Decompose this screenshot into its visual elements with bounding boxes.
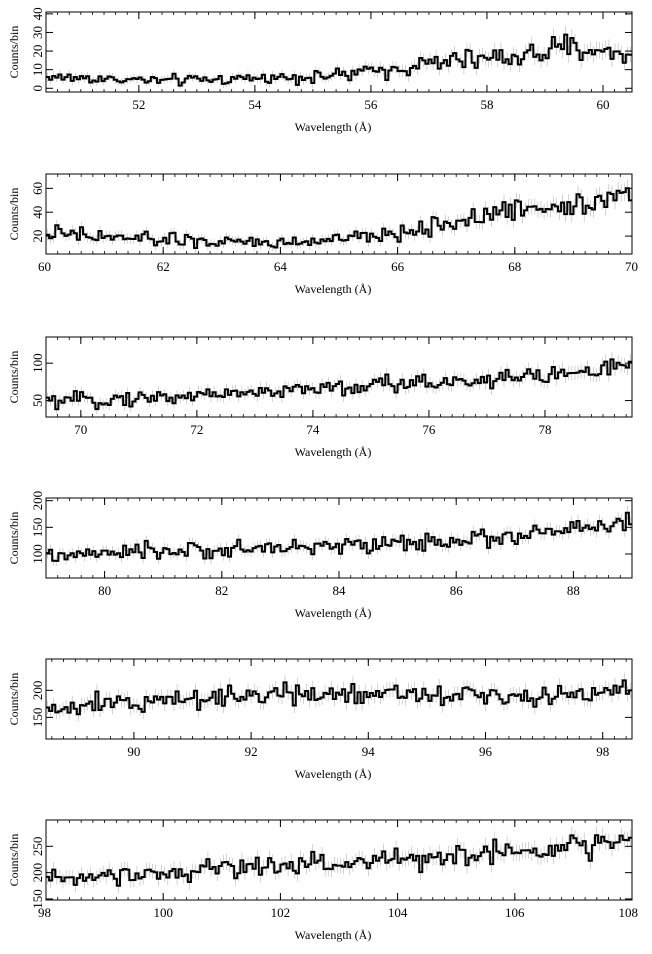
spectrum-panel-3: 70 72 74 76 78 50 100 Counts/bin Wavelength (Å) — [7, 336, 633, 459]
x-tick-label: 108 — [619, 905, 639, 920]
y-tick-label: 30 — [30, 26, 45, 39]
y-axis-label: Counts/bin — [7, 26, 21, 79]
x-tick-label: 74 — [306, 422, 320, 437]
spectrum-line — [46, 33, 632, 87]
y-tick-label: 150 — [30, 708, 45, 728]
y-axis-label: Counts/bin — [7, 351, 21, 404]
y-tick-label: 50 — [30, 394, 45, 407]
x-tick-label: 54 — [248, 97, 262, 112]
plot-frame — [45, 11, 633, 93]
x-axis-label: Wavelength (Å) — [295, 282, 372, 296]
x-axis-label: Wavelength (Å) — [295, 120, 372, 134]
plot-frame — [45, 336, 633, 418]
spectrum-data — [46, 826, 632, 894]
spectrum-data — [46, 672, 632, 722]
y-tick-label: 20 — [30, 45, 45, 58]
spectrum-line — [46, 511, 632, 562]
plot-frame — [45, 658, 633, 740]
y-axis-label: Counts/bin — [7, 673, 21, 726]
x-tick-label: 62 — [157, 259, 170, 274]
x-axis-label: Wavelength (Å) — [295, 928, 372, 942]
x-tick-label: 92 — [245, 744, 258, 759]
y-tick-label: 20 — [30, 230, 45, 243]
x-axis-label: Wavelength (Å) — [295, 767, 372, 781]
x-tick-label: 82 — [215, 583, 228, 598]
x-tick-label: 78 — [538, 422, 551, 437]
x-tick-label: 98 — [38, 905, 51, 920]
spectrum-line — [46, 834, 632, 887]
x-tick-label: 102 — [271, 905, 291, 920]
y-tick-label: 0 — [30, 85, 45, 92]
spectrum-data — [46, 179, 632, 253]
x-tick-label: 98 — [596, 744, 609, 759]
x-tick-label: 90 — [127, 744, 140, 759]
x-tick-label: 60 — [38, 259, 51, 274]
x-tick-label: 84 — [333, 583, 347, 598]
y-tick-label: 60 — [30, 182, 45, 195]
y-tick-label: 200 — [30, 491, 45, 511]
x-tick-label: 70 — [74, 422, 87, 437]
spectrum-data — [46, 506, 632, 567]
y-tick-label: 250 — [30, 837, 45, 857]
x-tick-label: 104 — [388, 905, 408, 920]
spectrum-line — [46, 679, 632, 716]
spectrum-panel-2: 60 62 64 66 68 70 20 40 60 Counts/bin Wavelength (… — [7, 173, 638, 296]
x-axis-label: Wavelength (Å) — [295, 606, 372, 620]
spectrum-line — [46, 187, 632, 249]
x-tick-label: 94 — [362, 744, 376, 759]
x-tick-label: 80 — [98, 583, 111, 598]
x-tick-label: 100 — [153, 905, 173, 920]
y-tick-label: 40 — [30, 7, 45, 20]
spectrum-data — [46, 352, 632, 415]
x-tick-label: 76 — [422, 422, 436, 437]
x-tick-label: 72 — [190, 422, 203, 437]
x-tick-label: 88 — [567, 583, 580, 598]
x-tick-label: 60 — [596, 97, 609, 112]
spectrum-panel-4: 80 82 84 86 88 100 150 200 Counts/bin Wavelength … — [7, 491, 633, 620]
spectrum-panel-5: 90 92 94 96 98 150 200 Counts/bin Wavelength (Å) — [7, 658, 633, 781]
x-tick-label: 96 — [479, 744, 493, 759]
y-axis-label: Counts/bin — [7, 834, 21, 887]
y-tick-label: 150 — [30, 518, 45, 538]
y-axis-label: Counts/bin — [7, 512, 21, 565]
spectrum-line — [46, 358, 632, 411]
y-tick-label: 100 — [30, 544, 45, 564]
y-tick-label: 100 — [30, 353, 45, 373]
x-tick-label: 64 — [274, 259, 288, 274]
x-tick-label: 58 — [480, 97, 493, 112]
spectrum-panel-6: 98 100 102 104 106 108 150 200 250 Counts/bin Wave… — [7, 819, 639, 942]
x-tick-label: 52 — [132, 97, 145, 112]
y-axis-label: Counts/bin — [7, 188, 21, 241]
y-tick-label: 150 — [30, 889, 45, 909]
y-tick-label: 10 — [30, 63, 45, 76]
spectrum-data — [46, 26, 632, 90]
x-tick-label: 66 — [391, 259, 405, 274]
x-tick-label: 86 — [450, 583, 464, 598]
x-tick-label: 106 — [505, 905, 525, 920]
spectrum-panel-1: 52 54 56 58 60 0 10 20 30 40 Counts/bin Wavelength … — [7, 7, 633, 134]
y-tick-label: 200 — [30, 863, 45, 883]
x-tick-label: 56 — [364, 97, 378, 112]
y-tick-label: 40 — [30, 206, 45, 219]
x-axis-label: Wavelength (Å) — [295, 445, 372, 459]
x-tick-label: 70 — [625, 259, 638, 274]
y-tick-label: 200 — [30, 681, 45, 701]
x-tick-label: 68 — [508, 259, 521, 274]
